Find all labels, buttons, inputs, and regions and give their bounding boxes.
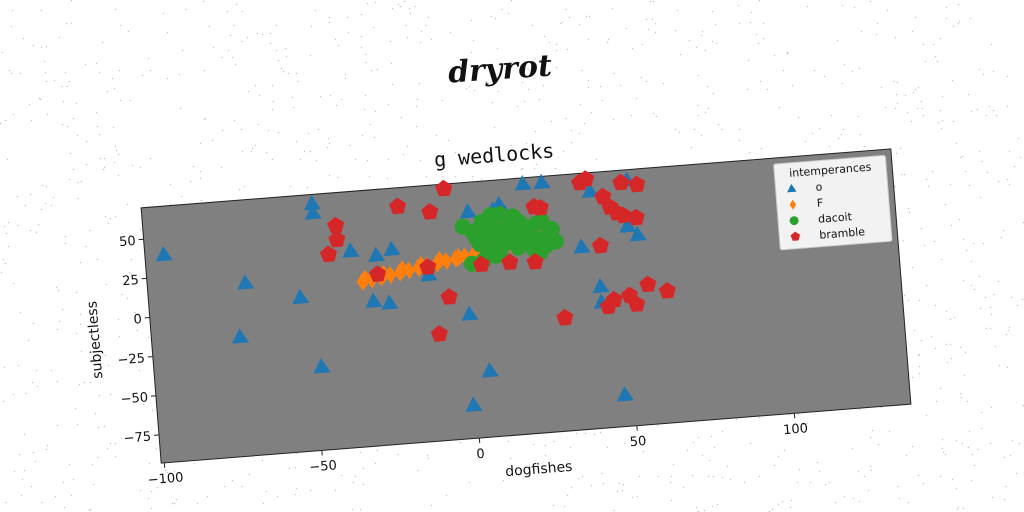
x-tick-label: −100 bbox=[147, 470, 184, 488]
point-o bbox=[292, 288, 310, 305]
point-bramble bbox=[430, 325, 448, 342]
point-o bbox=[573, 238, 591, 254]
point-o bbox=[304, 204, 322, 220]
point-bramble bbox=[501, 253, 519, 271]
point-o bbox=[381, 294, 399, 310]
point-o bbox=[155, 245, 173, 262]
point-o bbox=[237, 274, 255, 290]
point-o bbox=[465, 396, 483, 412]
point-o bbox=[619, 217, 637, 233]
point-dacoit bbox=[477, 226, 494, 243]
point-o bbox=[514, 175, 532, 191]
point-o bbox=[368, 246, 386, 263]
point-bramble bbox=[435, 179, 453, 197]
point-bramble bbox=[328, 230, 346, 248]
point-bramble bbox=[327, 216, 345, 234]
point-o bbox=[459, 203, 477, 219]
legend-label: dacoit bbox=[818, 210, 853, 226]
point-o bbox=[533, 173, 551, 190]
y-tick-label: 50 bbox=[119, 234, 137, 250]
point-o bbox=[616, 386, 634, 402]
legend-title: intemperances bbox=[789, 160, 872, 179]
rotated-axes-group: g wedlocks −100 −50 0 50 100 −75 −50 −25 0 25 50 d… bbox=[84, 138, 912, 488]
x-tick-label: −50 bbox=[309, 458, 338, 475]
point-bramble bbox=[319, 245, 337, 263]
point-o bbox=[581, 182, 599, 198]
point-bramble bbox=[421, 202, 439, 220]
point-o bbox=[303, 194, 321, 211]
point-bramble bbox=[526, 252, 544, 270]
y-axis-label: subjectless bbox=[84, 300, 106, 379]
point-F bbox=[452, 247, 465, 266]
point-dacoit bbox=[547, 233, 564, 250]
axes: −100 −50 0 50 100 −75 −50 −25 0 25 50 bbox=[117, 234, 809, 488]
point-bramble bbox=[531, 198, 549, 216]
y-tick-label: 25 bbox=[122, 273, 140, 289]
legend-box bbox=[773, 154, 893, 251]
legend-marker-o bbox=[787, 183, 797, 193]
point-dacoit bbox=[543, 221, 560, 238]
point-bramble bbox=[440, 288, 458, 305]
legend-label: o bbox=[815, 180, 823, 194]
point-bramble bbox=[472, 255, 490, 273]
point-bramble bbox=[556, 308, 574, 326]
y-tick-label: −50 bbox=[120, 390, 149, 407]
point-o bbox=[383, 240, 401, 257]
data-points bbox=[155, 170, 855, 412]
point-o bbox=[481, 362, 499, 378]
point-bramble bbox=[419, 258, 437, 275]
point-bramble bbox=[605, 290, 623, 308]
point-o bbox=[629, 226, 647, 242]
point-F bbox=[434, 251, 446, 269]
point-bramble bbox=[614, 206, 632, 224]
legend-marker-dacoit bbox=[789, 216, 799, 226]
chart-title: g wedlocks bbox=[433, 138, 555, 171]
x-axis-label: dogfishes bbox=[505, 459, 573, 480]
legend-marker-F bbox=[789, 199, 797, 210]
legend-marker-bramble bbox=[790, 231, 801, 241]
point-bramble bbox=[627, 208, 645, 226]
y-tick-label: 0 bbox=[133, 312, 142, 328]
point-bramble bbox=[612, 173, 630, 191]
point-F bbox=[396, 260, 409, 279]
point-o bbox=[365, 292, 383, 308]
point-bramble bbox=[658, 281, 676, 299]
point-bramble bbox=[591, 236, 609, 254]
y-tick-label: −25 bbox=[117, 351, 146, 368]
point-o bbox=[461, 305, 479, 321]
legend-label: bramble bbox=[819, 225, 866, 242]
point-bramble bbox=[639, 275, 657, 293]
point-o bbox=[342, 242, 360, 258]
legend-label: F bbox=[816, 196, 823, 209]
point-dacoit bbox=[482, 206, 499, 224]
point-bramble bbox=[577, 170, 595, 187]
point-F bbox=[359, 269, 372, 288]
point-bramble bbox=[368, 265, 387, 283]
point-bramble bbox=[389, 197, 407, 215]
point-dacoit bbox=[508, 220, 525, 237]
point-o bbox=[592, 277, 610, 294]
point-bramble bbox=[628, 175, 646, 193]
y-tick-label: −75 bbox=[123, 430, 152, 447]
point-bramble bbox=[628, 295, 646, 312]
point-o bbox=[231, 328, 250, 344]
point-o bbox=[313, 358, 331, 374]
point-dacoit bbox=[490, 231, 507, 248]
point-dacoit bbox=[488, 247, 505, 264]
x-tick-label: 100 bbox=[783, 421, 809, 438]
x-tick-label: 50 bbox=[629, 434, 647, 450]
x-tick-label: 0 bbox=[476, 447, 485, 463]
